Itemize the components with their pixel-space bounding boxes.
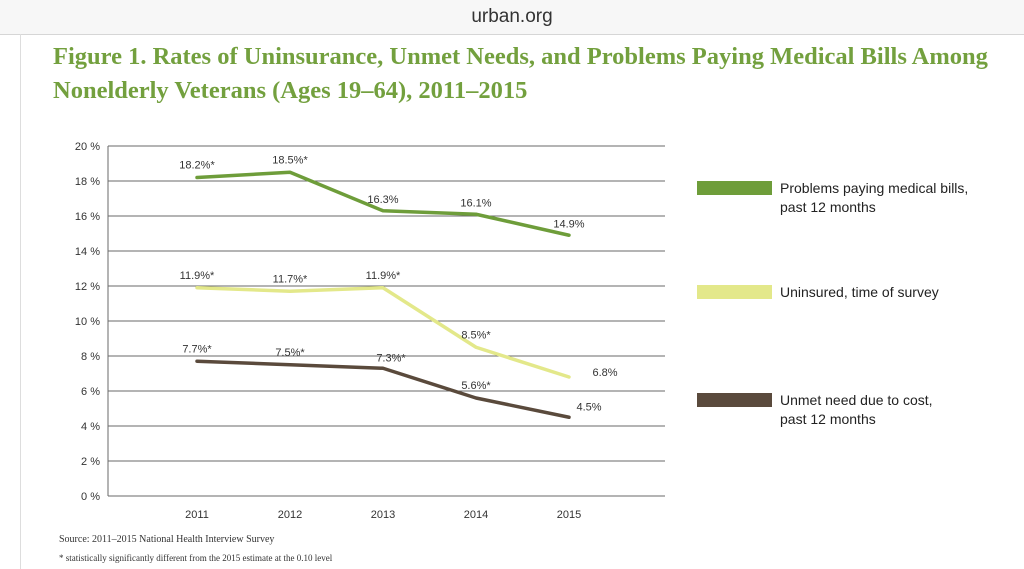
x-tick-label: 2015 xyxy=(557,509,581,521)
x-tick-label: 2012 xyxy=(278,509,302,521)
data-label: 14.9% xyxy=(553,218,584,230)
y-tick-label: 10 % xyxy=(75,316,100,328)
browser-address-bar[interactable]: urban.org xyxy=(0,0,1024,35)
data-label: 8.5%* xyxy=(461,329,491,341)
y-tick-label: 20 % xyxy=(75,141,100,153)
x-tick-label: 2013 xyxy=(371,509,395,521)
legend-swatch-2 xyxy=(697,393,772,407)
legend-label: past 12 months xyxy=(780,411,876,427)
y-tick-label: 2 % xyxy=(81,456,100,468)
series-line-0 xyxy=(195,170,571,237)
data-label: 6.8% xyxy=(592,367,617,379)
y-tick-label: 0 % xyxy=(81,491,100,503)
source-note: Source: 2011–2015 National Health Interv… xyxy=(59,534,275,545)
y-tick-label: 6 % xyxy=(81,386,100,398)
data-label: 7.5%* xyxy=(275,347,305,359)
data-label: 11.9%* xyxy=(180,270,215,282)
data-label: 18.5%* xyxy=(272,154,308,166)
legend-swatch-0 xyxy=(697,181,772,195)
data-label: 11.7%* xyxy=(273,273,308,285)
y-tick-label: 12 % xyxy=(75,281,100,293)
series-line-2 xyxy=(195,359,571,419)
data-label: 5.6%* xyxy=(461,380,491,392)
legend-swatch-1 xyxy=(697,285,772,299)
data-label: 4.5% xyxy=(576,401,601,413)
y-tick-label: 8 % xyxy=(81,351,100,363)
legend-label: past 12 months xyxy=(780,199,876,215)
y-tick-label: 16 % xyxy=(75,211,100,223)
data-label: 18.2%* xyxy=(179,160,215,172)
data-label: 16.1% xyxy=(460,197,491,209)
data-label: 16.3% xyxy=(367,194,398,206)
chart-title: Figure 1. Rates of Uninsurance, Unmet Ne… xyxy=(53,43,988,104)
data-label: 11.9%* xyxy=(366,270,401,282)
data-label: 7.7%* xyxy=(182,343,212,355)
series-line-1 xyxy=(195,286,571,379)
legend-label: Problems paying medical bills, xyxy=(780,180,968,196)
data-label: 7.3%* xyxy=(376,352,406,364)
y-tick-label: 14 % xyxy=(75,246,100,258)
y-tick-label: 4 % xyxy=(81,421,100,433)
legend-label: Unmet need due to cost, xyxy=(780,392,933,408)
x-tick-label: 2014 xyxy=(464,509,488,521)
page-edge-divider xyxy=(20,34,21,569)
significance-footnote: * statistically significantly different … xyxy=(59,553,333,563)
legend-label: Uninsured, time of survey xyxy=(780,284,939,300)
url-text[interactable]: urban.org xyxy=(471,6,553,27)
y-tick-label: 18 % xyxy=(75,176,100,188)
x-tick-label: 2011 xyxy=(185,509,209,521)
